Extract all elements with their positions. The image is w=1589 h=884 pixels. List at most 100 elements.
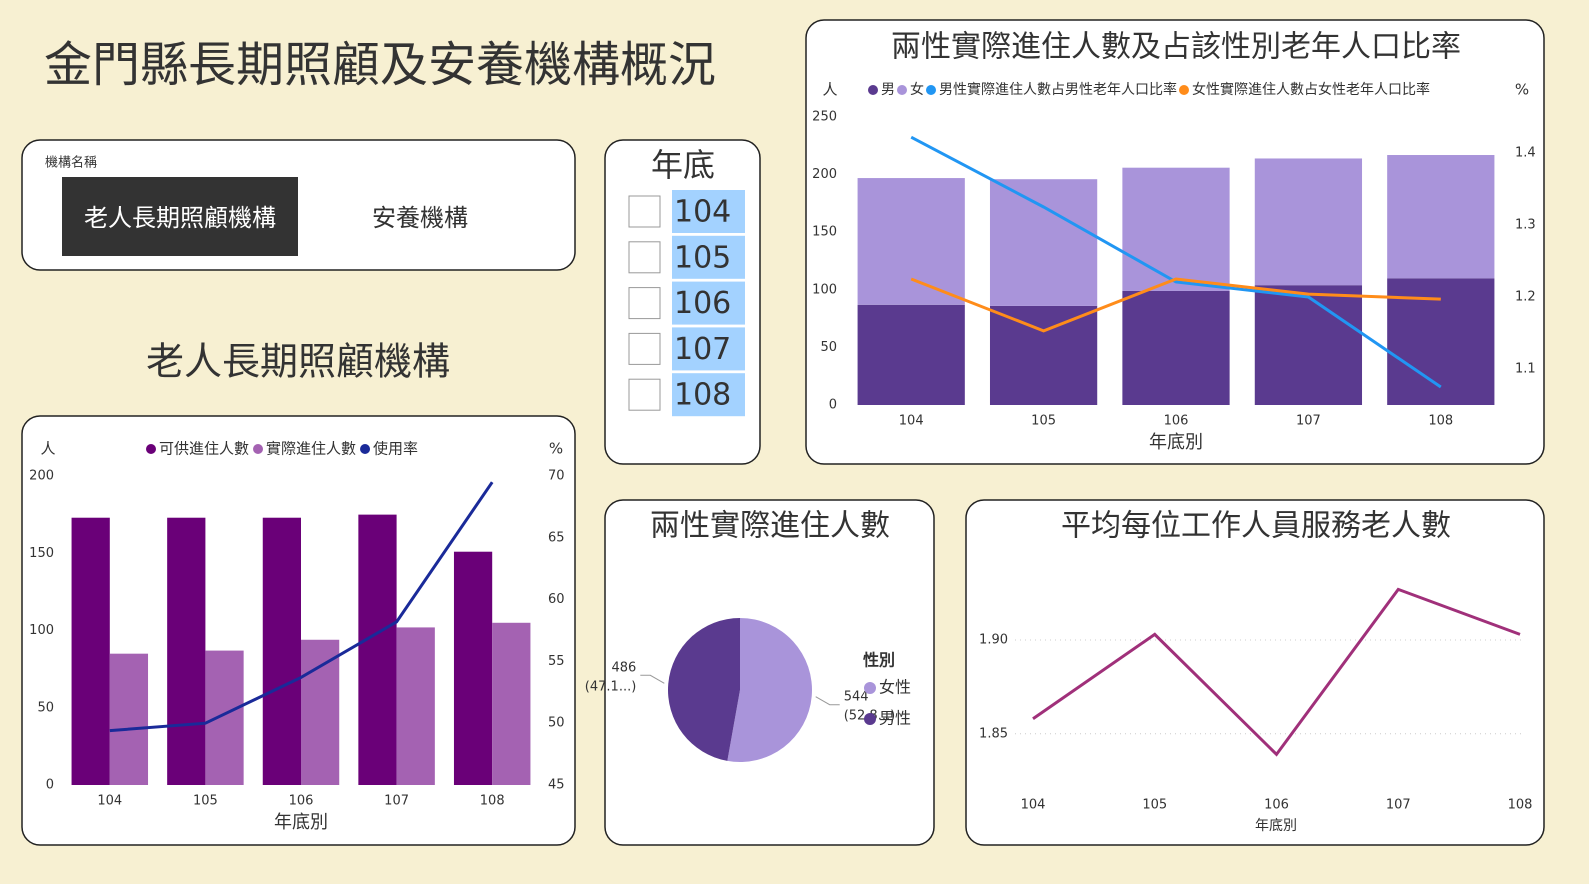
legend-label: 實際進住人數 (266, 440, 356, 458)
legend-marker (926, 85, 936, 95)
x-axis-label: 年底別 (1149, 432, 1203, 453)
y-tick-label: 50 (37, 700, 54, 715)
leader-line (815, 696, 840, 706)
chart-panel (965, 499, 1545, 846)
y-tick-label: 200 (29, 469, 54, 484)
slicer-option[interactable]: 105 (674, 240, 731, 275)
legend-marker (1179, 85, 1189, 95)
bar (205, 650, 244, 785)
x-tick-label: 107 (384, 794, 409, 809)
x-tick-label: 107 (1386, 798, 1411, 813)
y2-axis-label: % (1515, 81, 1529, 99)
x-tick-label: 108 (1428, 414, 1453, 429)
legend-label: 女 (910, 81, 924, 98)
legend-marker (897, 85, 907, 95)
bar (301, 639, 340, 785)
bar (396, 627, 435, 785)
x-tick-label: 106 (1164, 414, 1189, 429)
x-tick-label: 108 (480, 794, 505, 809)
slicer-option[interactable]: 107 (674, 332, 731, 367)
checkbox[interactable] (628, 287, 661, 320)
x-tick-label: 106 (289, 794, 314, 809)
slicer-option-bg[interactable] (672, 190, 745, 233)
bar (857, 304, 965, 405)
y2-tick-label: 1.1 (1515, 362, 1536, 377)
section-title: 老人長期照顧機構 (146, 340, 450, 384)
y2-axis-label: % (549, 440, 563, 458)
bar (1254, 285, 1363, 405)
pie-slice (667, 618, 740, 761)
slicer-option[interactable]: 106 (674, 286, 731, 321)
chart-title: 平均每位工作人員服務老人數 (1061, 509, 1451, 544)
y-tick-label: 150 (29, 546, 54, 561)
y-tick-label: 100 (29, 623, 54, 638)
slicer-option[interactable]: 108 (674, 378, 731, 413)
y2-tick-label: 45 (548, 778, 565, 793)
leader-line (640, 674, 665, 684)
y2-tick-label: 55 (548, 654, 565, 669)
slicer-option-bg[interactable] (672, 327, 745, 371)
chart-title: 兩性實際進住人數 (650, 509, 890, 544)
y-tick-label: 250 (812, 110, 837, 125)
x-axis-label: 年底別 (1255, 818, 1297, 834)
line-series (109, 481, 494, 733)
x-tick-label: 105 (1142, 798, 1167, 813)
x-tick-label: 105 (193, 794, 218, 809)
data-label: 486 (47.1...) (585, 660, 637, 694)
y-tick-label: 0 (829, 398, 837, 413)
bar (857, 178, 965, 305)
checkbox[interactable] (628, 332, 661, 365)
legend-marker (864, 713, 876, 725)
legend-label: 女性 (879, 678, 911, 697)
slicer-option-bg[interactable] (672, 235, 745, 279)
y-tick-label: 150 (812, 225, 837, 240)
y2-tick-label: 70 (548, 469, 565, 484)
checkbox[interactable] (628, 378, 661, 411)
bar (989, 305, 1098, 405)
legend-label: 使用率 (373, 440, 418, 458)
x-tick-label: 104 (1021, 798, 1046, 813)
legend-marker (868, 85, 878, 95)
slicer-option[interactable]: 老人長期照顧機構 (84, 204, 276, 232)
legend-label: 男 (881, 82, 895, 98)
chart-title: 兩性實際進住人數及占該性別老年人口比率 (891, 30, 1461, 65)
bar (358, 514, 397, 785)
bar (453, 551, 493, 785)
x-tick-label: 105 (1031, 414, 1056, 429)
legend-marker (146, 444, 156, 454)
legend-marker (864, 682, 876, 694)
y-tick-label: 1.85 (979, 726, 1008, 741)
slicer-title: 年底 (651, 146, 715, 184)
x-tick-label: 106 (1264, 798, 1289, 813)
bar (492, 622, 531, 785)
bar (1122, 167, 1230, 291)
y2-tick-label: 1.4 (1515, 146, 1536, 161)
checkbox[interactable] (628, 195, 661, 228)
y-tick-label: 50 (820, 340, 837, 355)
checkbox[interactable] (628, 241, 661, 274)
y-tick-label: 100 (812, 282, 837, 297)
bar (1387, 155, 1495, 279)
slicer-option-bg[interactable] (672, 373, 745, 417)
legend-marker (360, 444, 371, 454)
bar (1122, 290, 1230, 405)
slicer-option[interactable]: 安養機構 (372, 204, 468, 232)
bar (109, 653, 149, 785)
bar (71, 517, 110, 785)
x-tick-label: 108 (1508, 798, 1533, 813)
slicer-option[interactable]: 104 (674, 195, 731, 230)
pie-slice (727, 618, 812, 762)
y-axis-label: 人 (822, 81, 837, 99)
slicer-label: 機構名稱 (45, 155, 97, 171)
line-series (1032, 587, 1521, 757)
page-title: 金門縣長期照顧及安養機構概況 (44, 37, 716, 93)
slicer-option-bg[interactable] (672, 281, 745, 325)
bar (1387, 278, 1495, 405)
y2-tick-label: 65 (548, 530, 565, 545)
legend-label: 男性 (879, 709, 911, 728)
y-tick-label: 200 (812, 167, 837, 182)
y-tick-label: 0 (46, 778, 54, 793)
slicer-option-selected[interactable] (62, 177, 298, 256)
legend-label: 女性實際進住人數占女性老年人口比率 (1192, 81, 1430, 98)
